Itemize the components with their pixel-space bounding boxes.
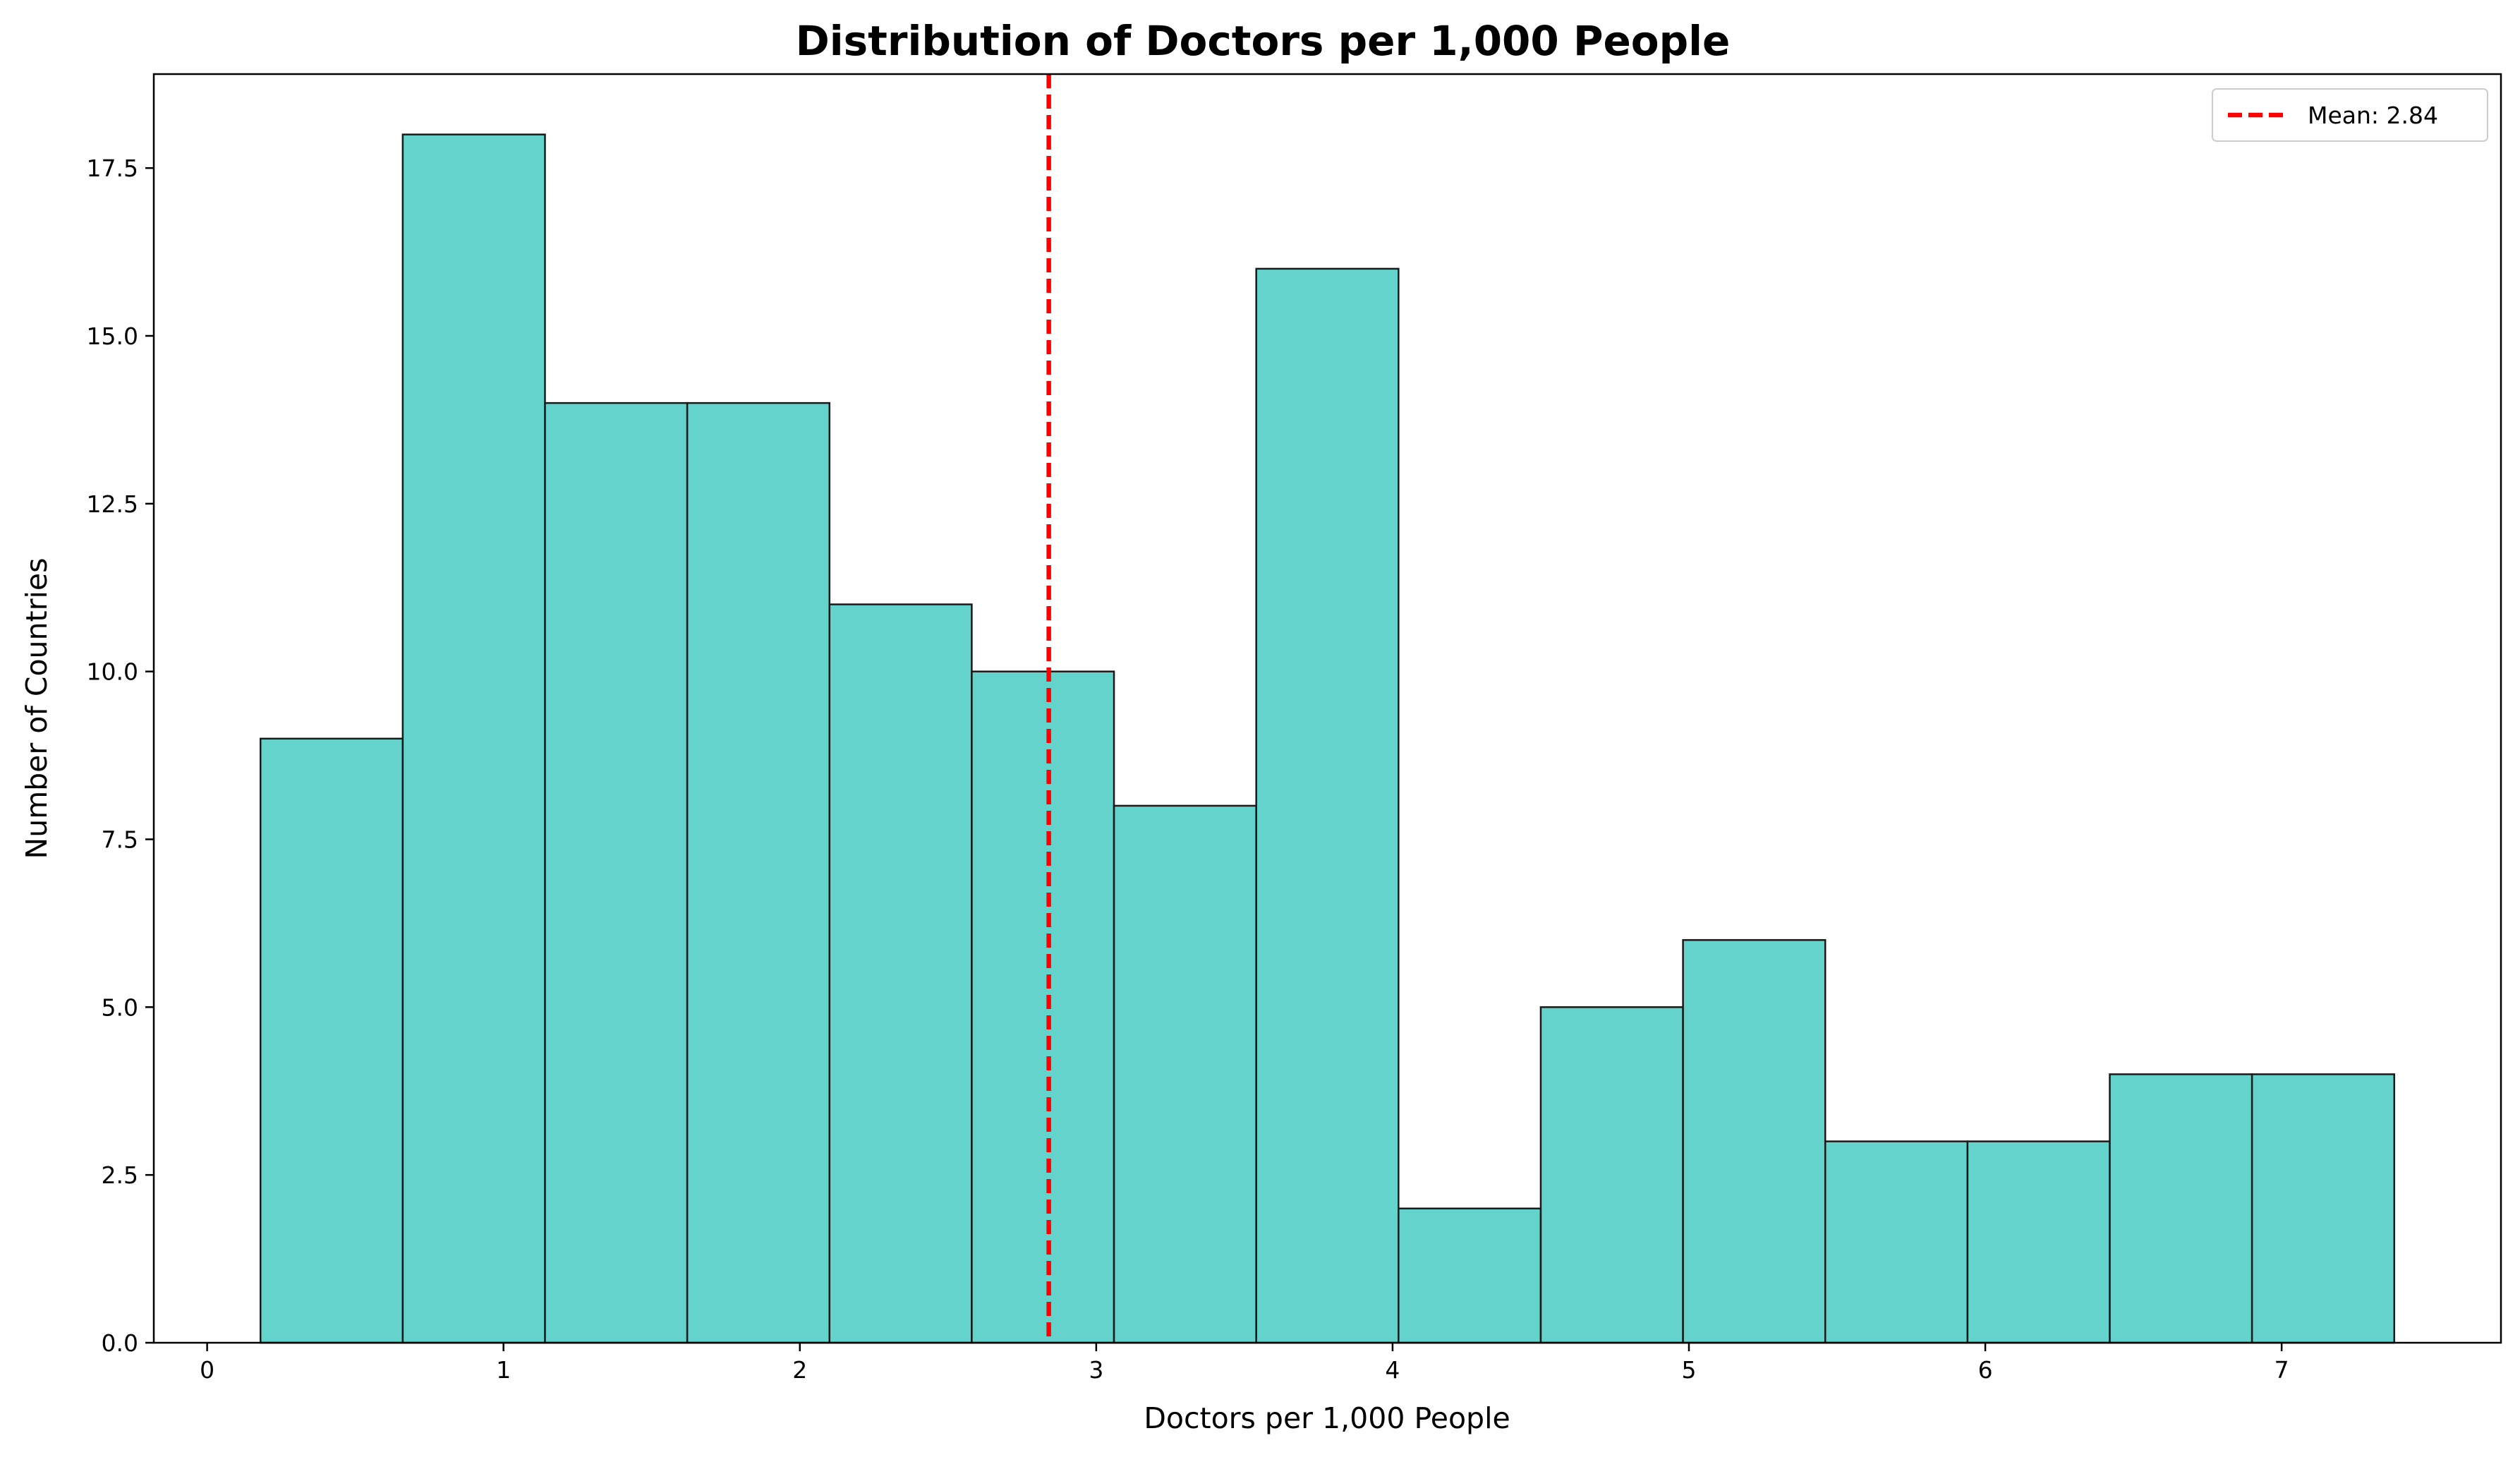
histogram-bar — [401, 133, 546, 1344]
y-tick-label: 0.0 — [102, 1329, 138, 1357]
histogram-bar — [1255, 267, 1400, 1344]
legend-mean-label: Mean: 2.84 — [2308, 102, 2438, 129]
histogram-bar — [259, 737, 404, 1344]
histogram-bar — [828, 603, 973, 1344]
y-tick-label: 7.5 — [102, 826, 138, 854]
x-tick-label: 4 — [1385, 1356, 1400, 1384]
histogram-bar — [2251, 1073, 2396, 1344]
y-tick-label: 17.5 — [87, 155, 138, 182]
y-tick-label: 5.0 — [102, 993, 138, 1021]
histogram-bar — [1966, 1140, 2111, 1344]
histogram-bar — [971, 670, 1115, 1344]
y-tick-label: 2.5 — [102, 1161, 138, 1189]
histogram-bar — [1539, 1006, 1684, 1344]
y-tick-label: 10.0 — [87, 658, 138, 686]
x-tick-label: 6 — [1978, 1356, 1993, 1384]
bars-layer — [259, 133, 2396, 1344]
x-tick-label: 2 — [792, 1356, 807, 1384]
y-axis-label: Number of Countries — [20, 558, 54, 859]
chart-title: Distribution of Doctors per 1,000 People — [796, 17, 1731, 65]
x-tick-label: 1 — [496, 1356, 511, 1384]
x-axis: 0 1 2 3 4 5 6 7 — [200, 1343, 2289, 1384]
histogram-bar — [544, 401, 689, 1344]
histogram-bar — [1113, 804, 1257, 1344]
histogram-bar — [686, 401, 831, 1344]
x-tick-label: 7 — [2274, 1356, 2289, 1384]
x-tick-label: 5 — [1681, 1356, 1696, 1384]
x-tick-label: 0 — [200, 1356, 214, 1384]
histogram-bar — [1682, 938, 1827, 1344]
legend: Mean: 2.84 — [2212, 88, 2488, 142]
histogram-bar — [1824, 1140, 1969, 1344]
y-tick-label: 12.5 — [87, 490, 138, 518]
histogram-bar — [2109, 1073, 2253, 1344]
y-axis: 0.0 2.5 5.0 7.5 10.0 12.5 15.0 17.5 — [87, 155, 154, 1357]
histogram-bar — [1398, 1207, 1542, 1344]
plot-frame — [152, 73, 2502, 1344]
y-tick-label: 15.0 — [87, 322, 138, 350]
x-axis-label: Doctors per 1,000 People — [1144, 1401, 1510, 1435]
legend-box — [2212, 88, 2488, 142]
x-tick-label: 3 — [1089, 1356, 1103, 1384]
